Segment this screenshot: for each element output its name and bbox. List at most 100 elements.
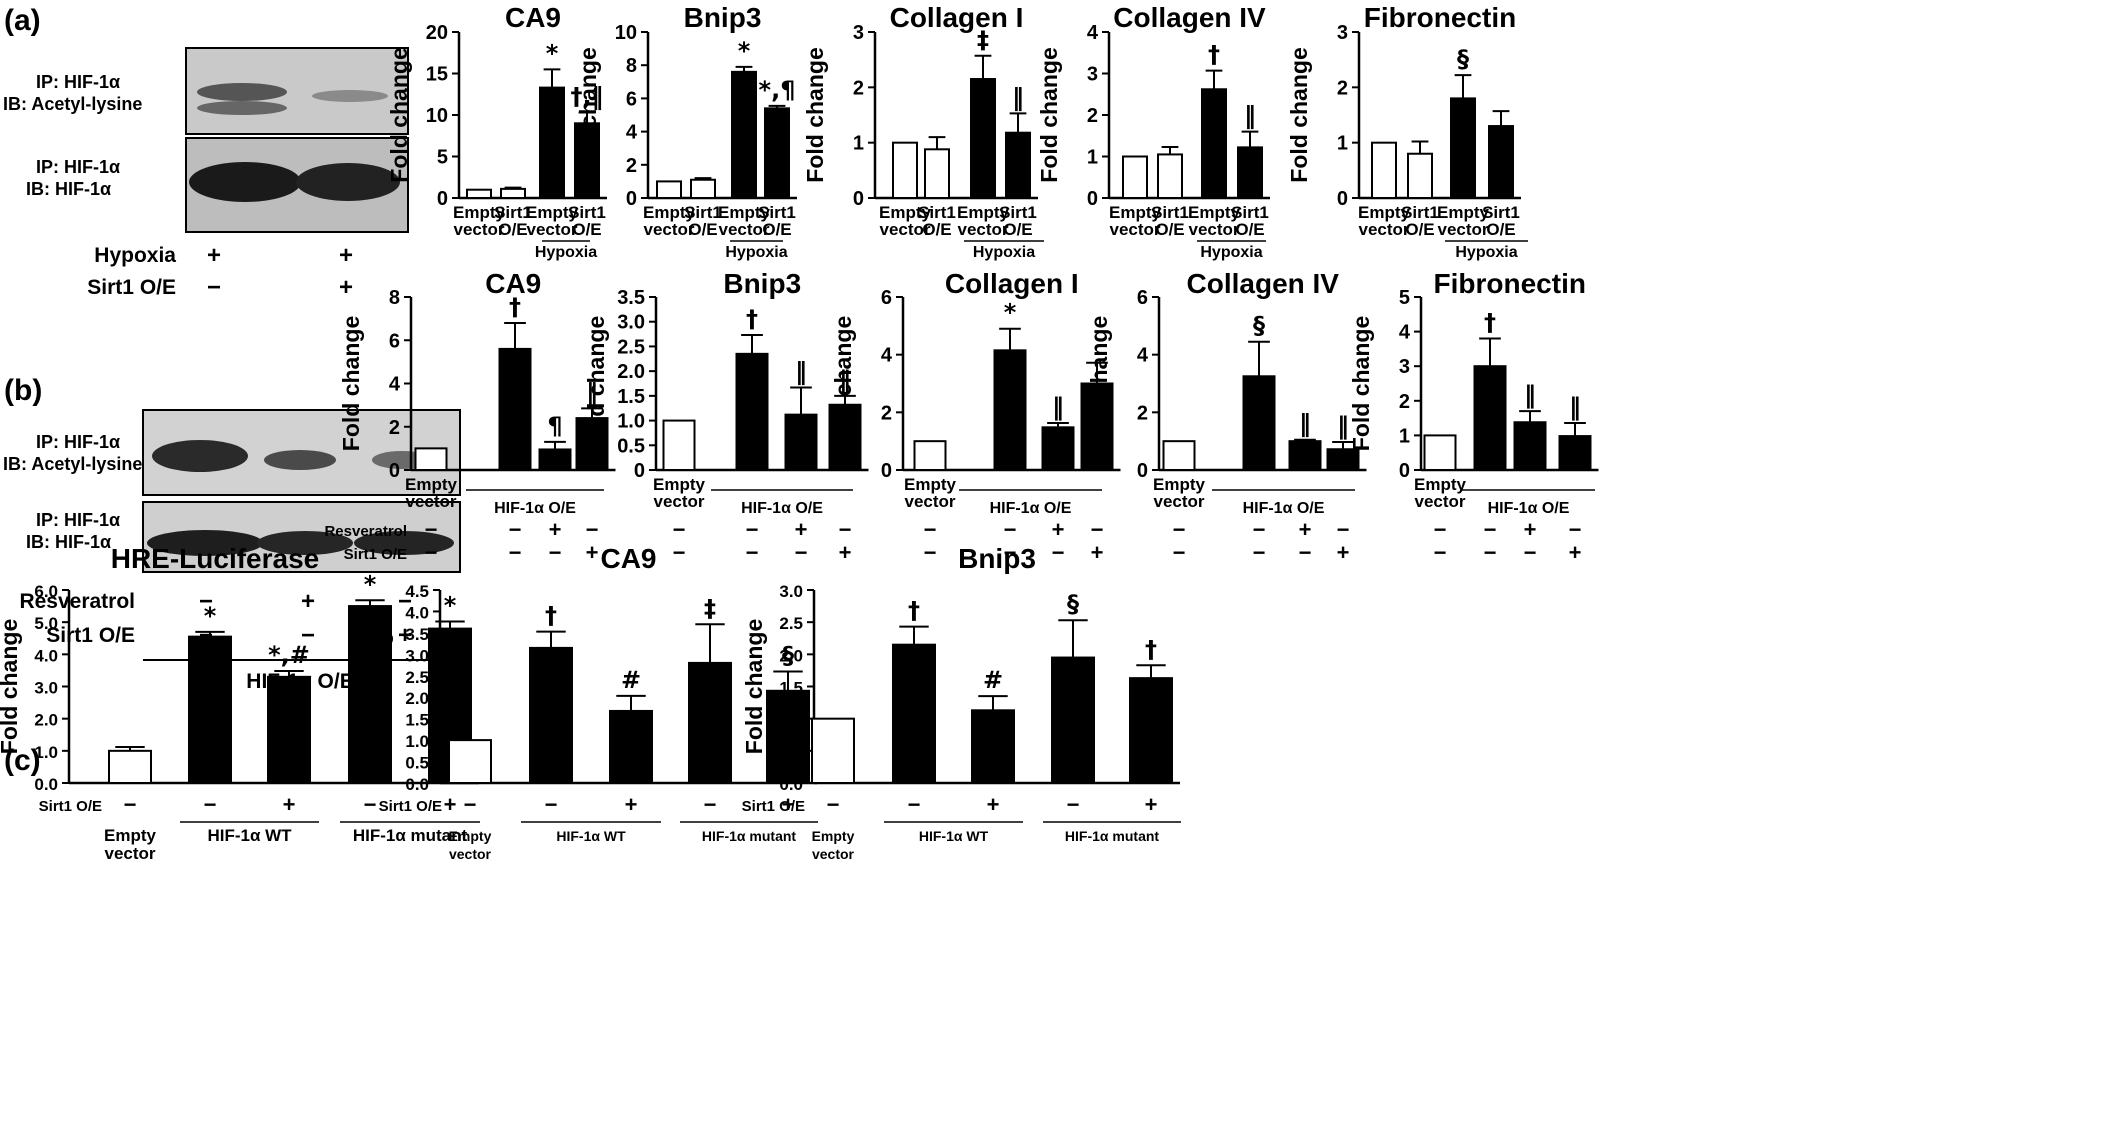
category-label: Empty [1414, 475, 1467, 494]
y-tick-label: 4 [1399, 322, 1411, 344]
significance-label: ‖ [1244, 102, 1256, 130]
significance-label: † [1208, 41, 1220, 69]
group-label: HIF-1α O/E [494, 500, 576, 517]
y-tick-label: 4.0 [34, 646, 58, 665]
bar [1288, 440, 1322, 471]
y-tick-label: 3.0 [405, 646, 429, 665]
treatment-mark: − [364, 792, 377, 817]
treatment-mark: + [1052, 517, 1065, 542]
category-label: Empty [526, 203, 579, 222]
treatment-mark: − [673, 517, 686, 542]
y-axis-label: Fold change [741, 619, 767, 754]
y-tick-label: 6 [626, 88, 637, 110]
category-label: O/E [922, 220, 951, 239]
y-tick-label: 4 [1137, 345, 1149, 367]
y-tick-label: 3.0 [617, 312, 645, 334]
treatment-mark: + [444, 792, 457, 817]
bar [735, 352, 769, 472]
category-label: O/E [1155, 220, 1184, 239]
bar [1080, 382, 1114, 471]
category-label: Sirt1 [1401, 203, 1439, 222]
category-label: vector [812, 846, 855, 862]
category-label: Sirt1 [918, 203, 956, 222]
significance-label: # [983, 666, 1003, 694]
category-label: vector [453, 220, 504, 239]
y-axis-label: Fold change [802, 47, 828, 182]
category-label: Empty [1109, 203, 1162, 222]
bar [1201, 88, 1227, 199]
group-label: HIF-1α O/E [1488, 500, 1570, 517]
y-tick-label: 2 [881, 402, 892, 424]
y-tick-label: 0.5 [405, 754, 429, 773]
bar [448, 739, 492, 784]
significance-label: * [364, 570, 377, 598]
significance-label: § [1067, 590, 1079, 618]
blot-row-ip: IP: HIF-1α [36, 72, 120, 92]
bar [892, 643, 936, 785]
bar [267, 675, 311, 784]
chart-title: Bnip3 [958, 543, 1036, 574]
chart-title: CA9 [505, 2, 561, 33]
significance-label: § [782, 641, 794, 669]
y-tick-label: 0 [1137, 460, 1148, 482]
blot-row-ib: IB: HIF-1α [26, 532, 111, 552]
treatment-mark: + [1524, 517, 1537, 542]
treatment-mark: + [839, 540, 852, 565]
treatment-mark: − [1004, 517, 1017, 542]
group-label: HIF-1α O/E [1243, 500, 1325, 517]
significance-label: * [546, 39, 559, 67]
treatment-mark: − [509, 517, 522, 542]
bar [1407, 152, 1433, 200]
y-tick-label: 2.0 [34, 711, 58, 730]
significance-label: # [621, 666, 641, 694]
bar [466, 188, 492, 199]
bar [1450, 97, 1476, 199]
treatment-mark: + [1337, 540, 1350, 565]
treatment-mark: − [1173, 517, 1186, 542]
y-tick-label: 6 [389, 330, 400, 352]
y-tick-label: 1.0 [34, 743, 58, 762]
treatment-mark: − [673, 540, 686, 565]
y-tick-label: 10 [426, 105, 448, 127]
bar [1558, 435, 1592, 472]
significance-label: ‖ [839, 366, 851, 394]
treatment-label: Resveratrol [324, 523, 407, 540]
y-tick-label: 2.5 [779, 614, 803, 633]
group-label: HIF-1α mutant [353, 826, 468, 845]
bar [1162, 440, 1196, 471]
y-tick-label: 1.5 [779, 679, 803, 698]
y-tick-label: 3.5 [617, 287, 645, 309]
y-tick-label: 2 [1337, 77, 1348, 99]
blot-band [296, 163, 400, 201]
bar [414, 447, 448, 471]
chart-title: Collagen I [945, 268, 1079, 299]
treatment-mark: − [1434, 540, 1447, 565]
y-tick-label: 1.5 [617, 386, 645, 408]
significance-label: ‖ [1569, 393, 1581, 421]
blot-mark: + [301, 588, 315, 615]
group-label: HIF-1α O/E [741, 500, 823, 517]
treatment-mark: + [1569, 540, 1582, 565]
blot-band [264, 450, 336, 470]
bar [971, 709, 1015, 785]
y-tick-label: 2.0 [617, 361, 645, 383]
y-tick-label: 3 [1087, 64, 1098, 86]
chart-title: Fibronectin [1434, 268, 1586, 299]
bar [1157, 153, 1183, 200]
blot-band [147, 530, 263, 556]
significance-label: ‡ [704, 594, 716, 622]
y-tick-label: 2.5 [617, 336, 645, 358]
treatment-mark: − [1067, 792, 1080, 817]
y-tick-label: 2 [389, 417, 400, 439]
treatment-mark: − [509, 540, 522, 565]
blot-treatment-label: Hypoxia [94, 244, 176, 267]
western-blot-b: IP: HIF-1α IB: Acetyl-lysine IP: HIF-1α … [3, 409, 461, 693]
y-tick-label: 0 [626, 188, 637, 210]
bar [1005, 131, 1031, 199]
group-label: HIF-1α WT [207, 826, 292, 845]
category-label: Empty [104, 826, 157, 845]
y-tick-label: 2 [853, 77, 864, 99]
